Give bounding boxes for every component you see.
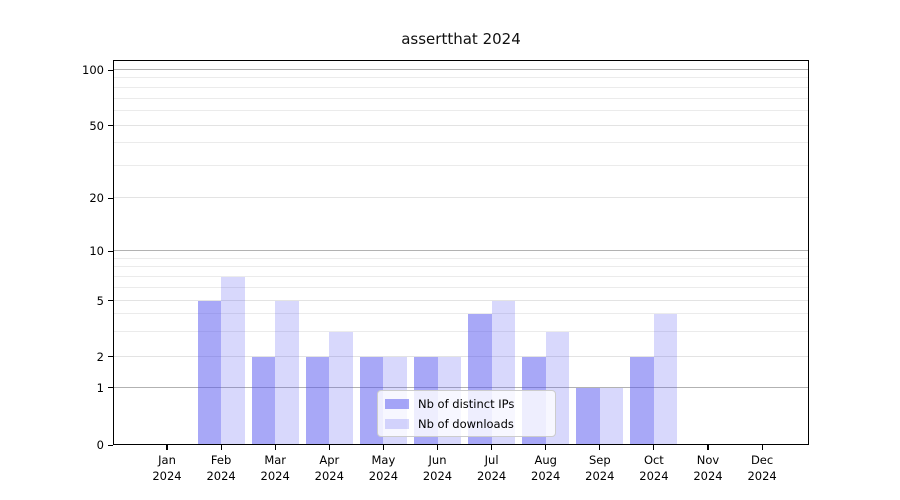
plot-area: Nb of distinct IPs Nb of downloads <box>113 60 809 445</box>
y-tick-label-50: 50 <box>89 118 104 133</box>
minor-gridline-9 <box>113 257 809 259</box>
legend-label-downloads: Nb of downloads <box>418 416 514 431</box>
x-tick-label-4: May 2024 <box>368 453 399 483</box>
bar-downloads-feb <box>221 276 245 445</box>
x-tick-label-3: Apr 2024 <box>314 453 344 483</box>
bar-distinct-ips-sep <box>576 387 600 445</box>
y-tick-label-20: 20 <box>89 191 104 205</box>
x-tick-mark-10 <box>707 445 709 450</box>
gridline-5 <box>113 299 809 301</box>
major-gridline-1 <box>113 386 809 388</box>
legend-label-distinct-ips: Nb of distinct IPs <box>418 396 515 411</box>
gridline-50 <box>113 124 809 126</box>
x-tick-mark-7 <box>545 445 547 450</box>
x-tick-mark-4 <box>382 445 384 450</box>
legend: Nb of distinct IPs Nb of downloads <box>377 390 556 437</box>
y-tick-mark-0 <box>108 444 113 446</box>
legend-item-downloads: Nb of downloads <box>385 415 555 432</box>
bar-downloads-mar <box>275 300 299 445</box>
major-gridline-10 <box>113 250 809 251</box>
x-tick-mark-6 <box>491 445 493 450</box>
gridline-2 <box>113 355 809 357</box>
minor-gridline-7 <box>113 275 809 277</box>
major-gridline-100 <box>113 69 809 70</box>
legend-item-distinct-ips: Nb of distinct IPs <box>385 395 555 412</box>
x-tick-mark-8 <box>599 445 601 450</box>
y-tick-mark-5 <box>108 300 113 302</box>
x-tick-label-7: Aug 2024 <box>531 453 561 483</box>
x-tick-label-1: Feb 2024 <box>206 453 236 483</box>
x-tick-label-2: Mar 2024 <box>260 453 290 483</box>
x-tick-label-10: Nov 2024 <box>693 453 723 483</box>
bar-downloads-sep <box>599 387 624 445</box>
x-tick-label-9: Oct 2024 <box>639 453 669 483</box>
x-tick-mark-5 <box>436 445 439 450</box>
x-tick-mark-11 <box>761 445 763 450</box>
x-tick-mark-3 <box>328 445 330 450</box>
bar-distinct-ips-feb <box>197 300 222 445</box>
y-tick-label-10: 10 <box>89 244 104 258</box>
x-tick-label-0: Jan 2024 <box>152 453 182 483</box>
y-tick-mark-100 <box>108 69 113 71</box>
bar-downloads-oct <box>653 314 678 445</box>
minor-gridline-90 <box>113 77 809 79</box>
bar-distinct-ips-apr <box>305 356 330 445</box>
bar-distinct-ips-oct <box>630 356 654 445</box>
bar-downloads-apr <box>329 331 353 445</box>
minor-gridline-8 <box>113 266 809 267</box>
minor-gridline-70 <box>113 97 809 99</box>
bar-distinct-ips-mar <box>251 356 276 445</box>
minor-gridline-6 <box>113 286 809 288</box>
y-tick-mark-10 <box>108 250 113 252</box>
y-tick-label-0: 0 <box>96 438 104 452</box>
x-tick-label-6: Jul 2024 <box>476 453 507 483</box>
y-tick-mark-1 <box>108 387 113 389</box>
y-tick-label-100: 100 <box>82 63 104 77</box>
gridline-20 <box>113 197 809 198</box>
minor-gridline-40 <box>113 142 809 144</box>
minor-gridline-30 <box>113 165 809 167</box>
minor-gridline-80 <box>113 86 809 88</box>
x-tick-mark-9 <box>653 445 655 450</box>
x-tick-label-11: Dec 2024 <box>747 453 777 483</box>
minor-gridline-4 <box>113 313 809 315</box>
x-tick-label-8: Sep 2024 <box>585 453 615 483</box>
x-tick-mark-0 <box>166 445 168 450</box>
minor-gridline-3 <box>113 330 809 332</box>
y-tick-label-1: 1 <box>96 380 104 395</box>
minor-gridline-60 <box>113 110 809 112</box>
y-tick-mark-50 <box>108 125 113 127</box>
y-tick-label-5: 5 <box>96 293 104 308</box>
x-tick-label-5: Jun 2024 <box>422 453 453 483</box>
legend-swatch-downloads-icon <box>385 418 409 429</box>
y-tick-mark-20 <box>108 197 113 199</box>
chart-title: assertthat 2024 <box>401 30 521 48</box>
x-tick-mark-2 <box>274 445 276 450</box>
y-tick-mark-2 <box>108 356 113 358</box>
y-tick-label-2: 2 <box>96 349 104 364</box>
legend-swatch-distinct-ips-icon <box>385 398 409 409</box>
x-tick-mark-1 <box>220 445 222 450</box>
